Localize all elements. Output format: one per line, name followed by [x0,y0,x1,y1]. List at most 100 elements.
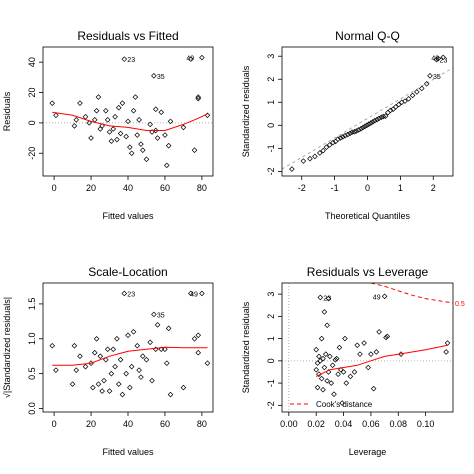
data-point [335,371,341,377]
data-point [335,136,341,142]
x-tick-label: 1 [398,183,403,193]
x-tick-label: 0.06 [362,419,380,429]
data-point [374,116,380,123]
data-point [121,290,128,297]
y-axis-label: Standardized residuals [241,301,251,393]
data-point [101,377,107,384]
data-point [108,370,115,377]
data-point [49,342,56,349]
point-label: 23 [440,58,448,65]
data-point [322,351,329,357]
x-axis-label: Fitted values [102,447,154,457]
data-point [195,94,202,100]
x-tick-label: -1 [331,183,339,193]
y-axis-label: √|Standardized residuals| [2,297,12,398]
data-point [314,384,321,391]
data-point [151,73,157,79]
data-point [332,356,339,363]
point-label: 49 [186,56,194,63]
data-point [409,92,416,99]
data-point [361,340,367,346]
x-tick-label: -2 [298,183,306,193]
data-point [53,367,59,373]
data-point [180,384,187,391]
x-tick-label: 40 [123,419,133,429]
data-point [378,114,385,121]
data-point [143,356,150,363]
data-point [114,335,120,342]
data-point [328,380,335,386]
data-point [147,121,153,128]
data-point [204,360,211,366]
data-point [387,107,394,114]
data-point [162,346,168,353]
data-point [128,363,135,370]
y-tick-label: 3 [266,292,276,297]
panel-title: Residuals vs Fitted [77,29,178,43]
data-point [383,334,389,341]
smoother-line [52,111,208,131]
data-point [117,130,124,137]
data-point [152,127,159,134]
x-tick-label: 0.00 [280,419,298,429]
plot-frame [42,46,214,177]
data-point [369,119,376,125]
data-point [49,100,56,106]
data-point [349,129,355,136]
y-tick-label: 1.5 [27,298,37,311]
data-point [362,123,368,130]
data-point [77,100,83,106]
smoother-line [315,344,448,377]
data-point [347,373,354,380]
y-tick-label: -2 [266,401,276,409]
data-point [423,81,430,87]
data-point [427,72,433,79]
point-label: 23 [323,295,331,302]
data-point [342,335,348,342]
y-tick-label: 2 [266,77,276,82]
y-tick-label: 1 [266,100,276,105]
data-point [95,94,102,100]
data-point [139,147,146,153]
data-point [114,136,120,143]
y-tick-label: 2 [266,314,276,319]
y-tick-label: -1 [266,144,276,152]
data-point [414,89,420,95]
data-point [344,131,351,138]
data-point [338,366,344,373]
data-point [158,109,165,116]
panel-3: Scale-Location 23 35 49 0 20 40 60 80 0.0 0.5 1.0 1.… [2,265,214,457]
data-point [154,135,161,141]
data-point [316,371,322,377]
data-point [440,54,446,61]
x-tick-label: 60 [160,183,170,193]
data-point [199,290,205,297]
data-point [317,150,323,156]
point-label: 49 [373,294,381,301]
data-point [123,133,129,140]
data-point [139,353,146,360]
y-axis-label: Standardized residuals [241,65,251,157]
data-point [317,294,324,301]
y-tick-label: -2 [266,167,276,175]
data-point [355,127,362,133]
data-point [128,150,135,157]
data-point [384,333,391,340]
data-point [351,369,358,375]
y-tick-label: 1 [266,336,276,341]
x-tick-label: 0.02 [307,419,325,429]
data-point [123,370,129,377]
data-point [82,363,89,370]
data-point [191,335,198,342]
data-point [320,147,326,154]
data-point [97,126,104,132]
data-point [343,380,350,386]
data-point [112,363,118,370]
y-tick-label: 0 [266,358,276,363]
data-point [125,118,131,125]
point-label: 35 [433,74,441,81]
data-point [336,344,343,351]
data-point [435,55,441,62]
data-point [167,391,174,398]
data-point [162,132,168,138]
